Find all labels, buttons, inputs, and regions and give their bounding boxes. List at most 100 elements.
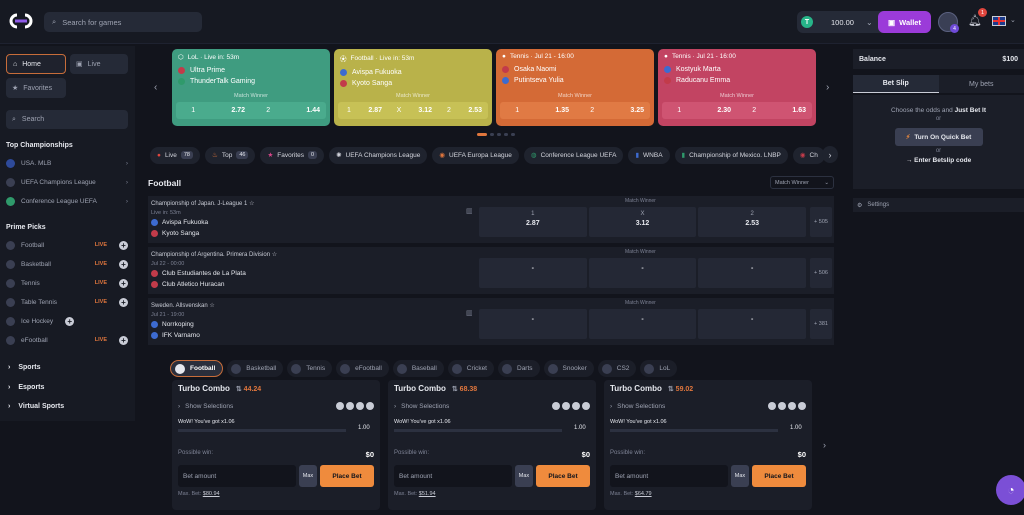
- stats-icon[interactable]: ▥: [466, 310, 473, 317]
- more-markets-button[interactable]: + 506: [810, 258, 832, 288]
- search-input[interactable]: ⌕ Search for games: [44, 12, 202, 32]
- odd-button[interactable]: -: [588, 258, 697, 288]
- chip-favorites[interactable]: ★ Favorites 0: [260, 146, 325, 164]
- odds-row[interactable]: 1 2.30 2 1.63: [662, 102, 812, 119]
- odd-value[interactable]: 2.72: [231, 107, 245, 114]
- odd-value[interactable]: 2.30: [717, 107, 731, 114]
- max-bet-link[interactable]: $80.94: [202, 491, 220, 497]
- odd-value[interactable]: 1.63: [792, 107, 806, 114]
- tab-my-bets[interactable]: My bets: [968, 80, 994, 88]
- chat-support-icon[interactable]: ◔: [996, 475, 1024, 505]
- chips-next-icon[interactable]: ›: [822, 146, 838, 163]
- place-bet-button[interactable]: Place Bet: [752, 465, 806, 487]
- show-selections-toggle[interactable]: › Show Selections: [610, 402, 806, 410]
- max-button[interactable]: Max: [515, 465, 533, 487]
- chip-live[interactable]: ● Live 78: [150, 146, 200, 164]
- sidebar-item-sport[interactable]: Ice Hockey +: [6, 314, 128, 328]
- sidebar-category-esports[interactable]: › Esports: [8, 384, 44, 391]
- sidebar-item-championship[interactable]: UEFA Champions League ›: [6, 175, 128, 189]
- max-bet-link[interactable]: $64.79: [634, 491, 652, 497]
- carousel-prev-icon[interactable]: ‹: [154, 82, 158, 93]
- plus-icon[interactable]: +: [119, 259, 128, 269]
- odds-row[interactable]: 1 2.72 2 1.44: [176, 102, 326, 119]
- chip-more[interactable]: ◉ Ch: [792, 146, 825, 164]
- featured-match-card[interactable]: ● Tennis · Jul 21 - 16:00 Osaka Naomi Put…: [496, 49, 654, 126]
- plus-icon[interactable]: +: [119, 297, 128, 307]
- chip-wnba[interactable]: ▮ WNBA: [628, 146, 670, 164]
- market-select[interactable]: Match Winner ⌄: [770, 176, 834, 189]
- odds-row[interactable]: 1 1.35 2 3.25: [500, 102, 650, 119]
- sidebar-item-championship[interactable]: USA. MLB ›: [6, 156, 128, 170]
- place-bet-button[interactable]: Place Bet: [320, 465, 374, 487]
- carousel-dot[interactable]: [477, 133, 487, 136]
- show-selections-toggle[interactable]: › Show Selections: [178, 402, 374, 410]
- sidebar-item-favorites[interactable]: ★ Favorites: [6, 78, 66, 98]
- star-icon[interactable]: ☆: [271, 252, 278, 258]
- tab-snooker[interactable]: Snooker: [543, 360, 594, 377]
- bell-icon[interactable]: 🔔︎: [968, 15, 982, 27]
- more-markets-button[interactable]: + 381: [810, 309, 832, 339]
- place-bet-button[interactable]: Place Bet: [536, 465, 590, 487]
- balance-selector[interactable]: T 100.00 ⌄ ▣ Wallet: [797, 11, 931, 33]
- odd-button[interactable]: -: [698, 309, 807, 339]
- sidebar-search-input[interactable]: ⌕ Search: [6, 110, 128, 129]
- max-bet-link[interactable]: $51.94: [418, 491, 436, 497]
- tab-bet-slip[interactable]: Bet Slip: [853, 75, 939, 93]
- tab-football[interactable]: Football: [170, 360, 224, 377]
- odd-button[interactable]: -: [588, 309, 697, 339]
- odd-button[interactable]: -: [479, 258, 587, 288]
- odd-value[interactable]: 1.35: [555, 107, 569, 114]
- plus-icon[interactable]: +: [119, 335, 128, 345]
- star-icon[interactable]: ☆: [249, 201, 255, 207]
- plus-icon[interactable]: +: [65, 316, 75, 326]
- bet-amount-input[interactable]: Bet amount: [394, 465, 512, 487]
- featured-match-card[interactable]: ⚽︎ Football · Live in: 53m Avispa Fukuoka…: [334, 49, 492, 126]
- sidebar-category-sports[interactable]: › Sports: [8, 364, 41, 371]
- tab-efootball[interactable]: eFootball: [336, 360, 389, 377]
- tab-cs2[interactable]: CS2: [597, 360, 637, 377]
- max-button[interactable]: Max: [299, 465, 317, 487]
- combos-next-icon[interactable]: ›: [823, 440, 826, 450]
- carousel-dot[interactable]: [490, 133, 494, 136]
- sidebar-category-virtual-sports[interactable]: › Virtual Sports: [8, 403, 64, 410]
- sidebar-item-sport[interactable]: Tennis LIVE +: [6, 276, 128, 290]
- sidebar-item-championship[interactable]: Conference League UEFA ›: [6, 194, 128, 208]
- bet-amount-input[interactable]: Bet amount: [610, 465, 728, 487]
- logo-icon[interactable]: [8, 12, 34, 30]
- sidebar-item-sport[interactable]: eFootball LIVE +: [6, 333, 128, 347]
- chevron-down-icon[interactable]: ⌄: [1010, 17, 1016, 24]
- carousel-dot[interactable]: [497, 133, 501, 136]
- odd-button[interactable]: -: [698, 258, 807, 288]
- enter-betslip-code-link[interactable]: → Enter Betslip code: [905, 157, 972, 164]
- max-button[interactable]: Max: [731, 465, 749, 487]
- stats-icon[interactable]: ▥: [466, 208, 473, 215]
- odd-button[interactable]: -: [479, 309, 587, 339]
- odd-button[interactable]: X 3.12: [588, 207, 697, 237]
- odd-value[interactable]: 2.53: [468, 107, 482, 114]
- odd-value[interactable]: 3.25: [630, 107, 644, 114]
- featured-match-card[interactable]: ⬡ LoL · Live in: 53m Ultra Prime ThunderT…: [172, 49, 330, 126]
- carousel-dots[interactable]: [477, 133, 515, 136]
- plus-icon[interactable]: +: [119, 278, 128, 288]
- match-row[interactable]: Championship of Argentina. Primera Divis…: [148, 247, 834, 295]
- carousel-next-icon[interactable]: ›: [826, 82, 830, 93]
- carousel-dot[interactable]: [504, 133, 508, 136]
- sidebar-item-home[interactable]: ⌂ Home: [6, 54, 66, 74]
- odd-value[interactable]: 3.12: [418, 107, 432, 114]
- odd-value[interactable]: 2.87: [368, 107, 382, 114]
- sidebar-item-sport[interactable]: Basketball LIVE +: [6, 257, 128, 271]
- tab-basketball[interactable]: Basketball: [227, 360, 284, 377]
- carousel-dot[interactable]: [511, 133, 515, 136]
- odd-value[interactable]: 1.44: [306, 107, 320, 114]
- chip-champions-league[interactable]: ✺ UEFA Champions League: [329, 146, 428, 164]
- sidebar-item-sport[interactable]: Football LIVE +: [6, 238, 128, 252]
- wallet-button[interactable]: ▣ Wallet: [878, 11, 931, 33]
- tab-lol[interactable]: LoL: [640, 360, 678, 377]
- tab-cricket[interactable]: Cricket: [447, 360, 494, 377]
- sidebar-item-live[interactable]: ▣ Live: [70, 54, 128, 74]
- plus-icon[interactable]: +: [119, 240, 128, 250]
- star-icon[interactable]: ☆: [209, 303, 215, 309]
- show-selections-toggle[interactable]: › Show Selections: [394, 402, 590, 410]
- sidebar-item-sport[interactable]: Table Tennis LIVE +: [6, 295, 128, 309]
- more-markets-button[interactable]: + 505: [810, 207, 832, 237]
